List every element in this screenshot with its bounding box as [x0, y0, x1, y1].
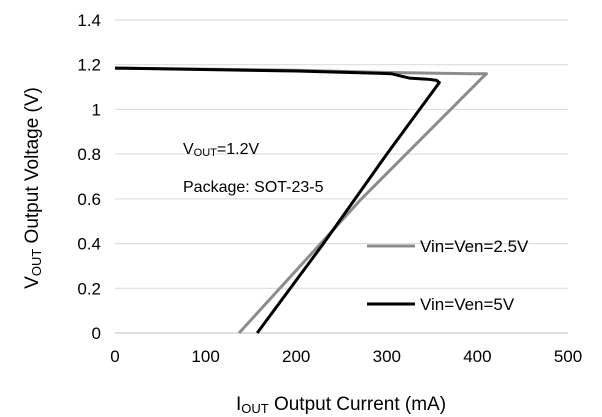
y-tick-label: 0 — [92, 324, 101, 343]
x-tick-label: 0 — [110, 347, 119, 366]
legend-label-2: Vin=Ven=5V — [420, 295, 515, 314]
x-tick-label: 100 — [191, 347, 219, 366]
series-line-1 — [114, 66, 488, 335]
y-tick-label: 1 — [92, 100, 101, 119]
annotation-package: Package: SOT-23-5 — [183, 179, 324, 196]
y-tick-label: 1.2 — [77, 56, 101, 75]
y-tick-label: 0.4 — [77, 235, 101, 254]
y-tick-label: 1.4 — [77, 11, 101, 30]
y-tick-label: 0.6 — [77, 190, 101, 209]
y-tick-label: 0.8 — [77, 145, 101, 164]
x-tick-label: 400 — [463, 347, 491, 366]
x-tick-label: 200 — [282, 347, 310, 366]
series-line-2 — [114, 66, 441, 334]
series-group — [114, 66, 488, 335]
legend-label-1: Vin=Ven=2.5V — [420, 237, 529, 256]
annotation-vout: VOUT=1.2V — [183, 141, 259, 159]
x-tick-label: 300 — [373, 347, 401, 366]
x-axis-title: IOUT Output Current (mA) — [236, 394, 446, 416]
y-axis-title: VOUT Output Voltage (V) — [22, 87, 44, 289]
x-tick-label: 500 — [554, 347, 582, 366]
grid-lines — [115, 19, 568, 289]
y-tick-label: 0.2 — [77, 279, 101, 298]
legend: Vin=Ven=2.5V Vin=Ven=5V — [367, 237, 529, 314]
tick-labels: 0 0.2 0.4 0.6 0.8 1 1.2 1.4 0 100 200 300 400 500 — [77, 11, 582, 366]
